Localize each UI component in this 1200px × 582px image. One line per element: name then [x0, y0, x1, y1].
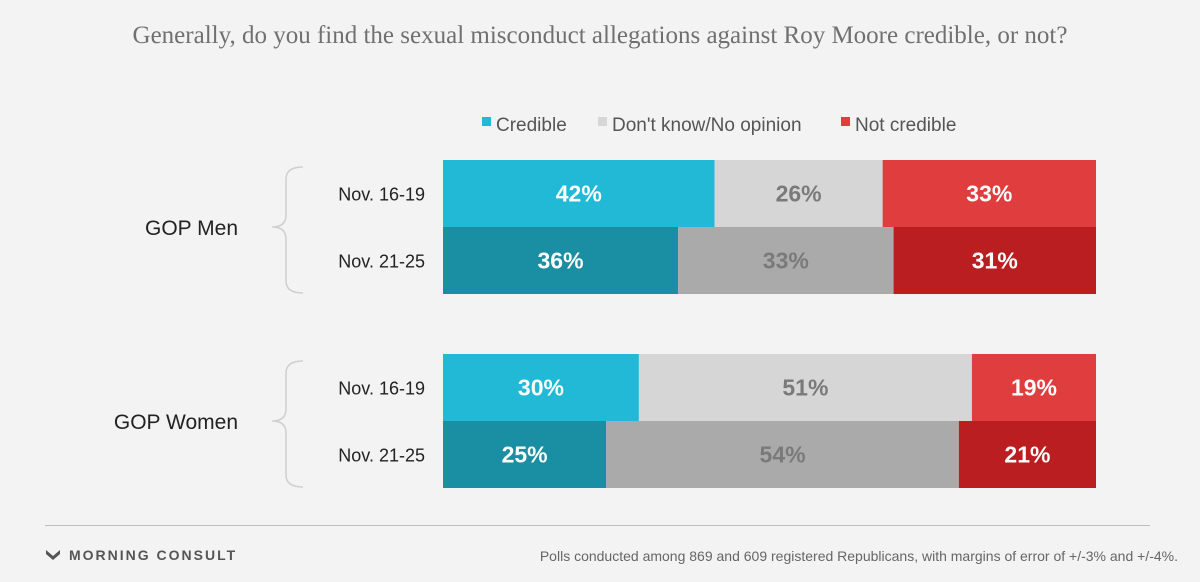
group-brace [271, 166, 304, 294]
legend-label: Don't know/No opinion [612, 115, 802, 136]
bar-segment [882, 160, 1096, 227]
data-label: 33% [966, 181, 1012, 207]
group-label: GOP Women [114, 411, 238, 434]
data-label: 19% [1011, 375, 1057, 401]
row-label: Nov. 21-25 [338, 252, 425, 272]
bar-segment [638, 354, 972, 421]
data-label: 42% [556, 181, 602, 207]
data-label: 33% [763, 248, 809, 274]
stacked-bar-chart: Credible Don't know/No opinion Not credibl… [114, 115, 1096, 488]
legend-swatch [841, 117, 850, 126]
footnote: Polls conducted among 869 and 609 regist… [539, 548, 1178, 564]
data-label: 30% [518, 375, 564, 401]
data-label: 51% [782, 375, 828, 401]
chart-title: Generally, do you find the sexual miscon… [132, 22, 1068, 49]
bar-segment [443, 160, 715, 227]
brand-logo: MORNING CONSULT [45, 546, 237, 564]
bar-segment [678, 227, 894, 294]
legend-swatch [482, 117, 491, 126]
row-label: Nov. 16-19 [338, 379, 425, 399]
group-label: GOP Men [145, 217, 238, 240]
legend-label: Credible [496, 115, 567, 136]
row-label: Nov. 16-19 [338, 185, 425, 205]
legend-swatch [598, 117, 607, 126]
footer-divider [45, 525, 1150, 526]
row-label: Nov. 21-25 [338, 446, 425, 466]
data-label: 26% [776, 181, 822, 207]
bar-segment [893, 227, 1096, 294]
bar-segment [971, 354, 1096, 421]
bar-segment [714, 160, 883, 227]
bar-segment [443, 227, 679, 294]
legend-label: Not credible [855, 115, 956, 136]
morning-consult-logo-icon [46, 550, 60, 560]
data-label: 36% [538, 248, 584, 274]
bar-segment [958, 421, 1096, 488]
data-label: 54% [760, 442, 806, 468]
bar-segment [443, 354, 639, 421]
data-label: 21% [1004, 442, 1050, 468]
bar-segment [606, 421, 959, 488]
brand-name: MORNING CONSULT [69, 547, 238, 563]
data-label: 31% [972, 248, 1018, 274]
group-brace [271, 360, 304, 488]
bar-segment [443, 421, 607, 488]
data-label: 25% [502, 442, 548, 468]
